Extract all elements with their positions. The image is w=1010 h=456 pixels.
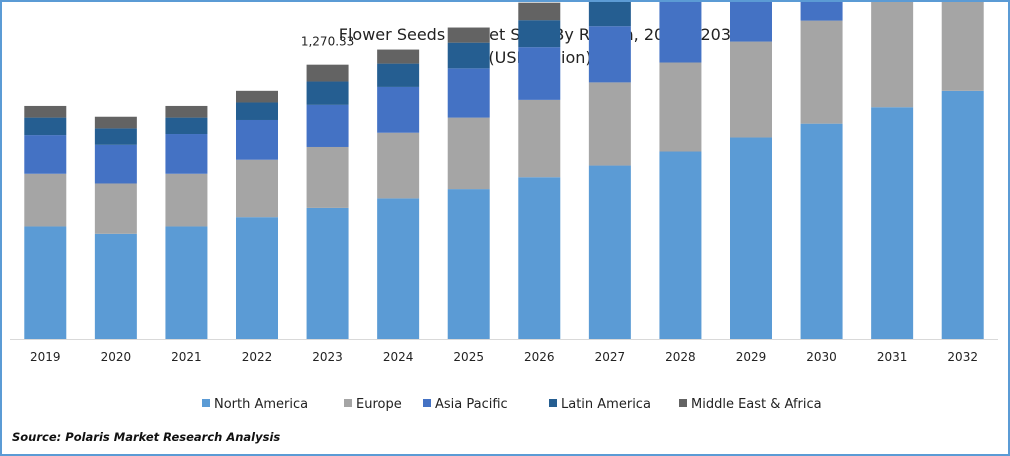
legend-swatch-europe — [344, 399, 352, 407]
bar-2020-asia-pacific — [94, 144, 137, 184]
annotations: 1,270.33 — [301, 35, 354, 49]
bar-2019-latin-america — [24, 117, 67, 136]
x-tick-label-2019: 2019 — [30, 350, 61, 364]
bar-2025-latin-america — [447, 42, 490, 69]
bar-2025-asia-pacific — [447, 68, 490, 118]
bar-2023-asia-pacific — [306, 104, 349, 147]
legend-label-middle-east-and-africa: Middle East & Africa — [691, 397, 822, 412]
bar-2027-asia-pacific — [588, 26, 631, 83]
legend-swatch-north-america — [202, 399, 210, 407]
data-label-2023: 1,270.33 — [301, 35, 354, 49]
x-tick-label-2021: 2021 — [171, 350, 202, 364]
bar-2028-asia-pacific — [659, 2, 702, 63]
bar-2024-latin-america — [377, 63, 420, 87]
bar-2021-north-america — [165, 226, 208, 339]
bar-2028-north-america — [659, 151, 702, 339]
bar-2026-asia-pacific — [518, 47, 561, 100]
bar-2026-middle-east-and-africa — [518, 2, 561, 21]
bars-group — [24, 2, 984, 340]
x-tick-label-2022: 2022 — [242, 350, 273, 364]
bar-2021-latin-america — [165, 117, 208, 135]
x-tick-label-2024: 2024 — [383, 350, 414, 364]
bar-2023-middle-east-and-africa — [306, 64, 349, 82]
x-tick-label-2030: 2030 — [806, 350, 837, 364]
bar-2026-latin-america — [518, 20, 561, 48]
bar-2030-europe — [800, 20, 843, 124]
x-tick-label-2031: 2031 — [877, 350, 908, 364]
bar-2020-north-america — [94, 233, 137, 339]
bar-2025-europe — [447, 117, 490, 190]
x-tick-label-2027: 2027 — [595, 350, 626, 364]
bar-2019-europe — [24, 173, 67, 227]
bar-2023-north-america — [306, 207, 349, 339]
x-tick-label-2029: 2029 — [736, 350, 767, 364]
legend-label-europe: Europe — [356, 397, 402, 412]
bar-2029-north-america — [730, 137, 772, 339]
bar-2021-middle-east-and-africa — [165, 105, 208, 118]
x-tick-label-2028: 2028 — [665, 350, 696, 364]
legend-label-latin-america: Latin America — [561, 397, 651, 412]
bar-2025-north-america — [447, 189, 490, 339]
legend: North America Europe Asia Pacific Latin Ame… — [202, 397, 822, 412]
bar-2027-north-america — [588, 165, 631, 339]
bar-2026-north-america — [518, 177, 561, 339]
bar-2030-north-america — [800, 123, 843, 340]
bar-2022-europe — [236, 159, 278, 218]
legend-swatch-asia-pacific — [423, 399, 431, 407]
legend-swatch-latin-america — [549, 399, 557, 407]
bar-2032-north-america — [941, 90, 984, 339]
bar-2019-north-america — [24, 226, 67, 339]
bar-2020-latin-america — [94, 128, 137, 145]
x-tick-label-2020: 2020 — [101, 350, 132, 364]
x-tick-label-2026: 2026 — [524, 350, 555, 364]
bar-2022-latin-america — [236, 102, 278, 120]
bar-2031-north-america — [871, 107, 914, 339]
bar-2029-europe — [730, 41, 772, 138]
bar-2023-latin-america — [306, 81, 349, 105]
x-tick-label-2032: 2032 — [947, 350, 978, 364]
bar-2021-asia-pacific — [165, 134, 208, 174]
bar-2027-latin-america — [588, 2, 631, 27]
bar-2026-europe — [518, 99, 561, 178]
bar-2027-europe — [588, 82, 631, 166]
bar-2028-europe — [659, 62, 702, 152]
bar-2021-europe — [165, 173, 208, 227]
bar-2031-europe — [871, 2, 914, 108]
bar-2022-asia-pacific — [236, 119, 278, 160]
x-tick-label-2025: 2025 — [453, 350, 484, 364]
bar-2023-europe — [306, 146, 349, 208]
legend-label-north-america: North America — [214, 397, 308, 412]
bar-2030-asia-pacific — [800, 2, 843, 21]
bar-2024-europe — [377, 132, 420, 199]
bar-2024-middle-east-and-africa — [377, 49, 420, 64]
bar-2025-middle-east-and-africa — [447, 27, 490, 43]
bar-2024-asia-pacific — [377, 86, 420, 133]
x-tick-labels: 2019 2020 2021 2022 2023 2024 2025 2026 2027 2028… — [30, 350, 978, 364]
legend-swatch-middle-east-and-africa — [679, 399, 687, 407]
bar-2032-europe — [941, 2, 984, 91]
bar-2022-middle-east-and-africa — [236, 90, 278, 103]
bar-2024-north-america — [377, 198, 420, 339]
bar-2029-asia-pacific — [730, 2, 772, 42]
source-note: Source: Polaris Market Research Analysis — [12, 430, 281, 444]
legend-label-asia-pacific: Asia Pacific — [435, 397, 508, 412]
bar-2020-middle-east-and-africa — [94, 116, 137, 129]
bar-2022-north-america — [236, 217, 278, 339]
bar-2020-europe — [94, 183, 137, 234]
bar-2019-asia-pacific — [24, 135, 67, 174]
bar-2019-middle-east-and-africa — [24, 105, 67, 118]
x-tick-label-2023: 2023 — [312, 350, 343, 364]
